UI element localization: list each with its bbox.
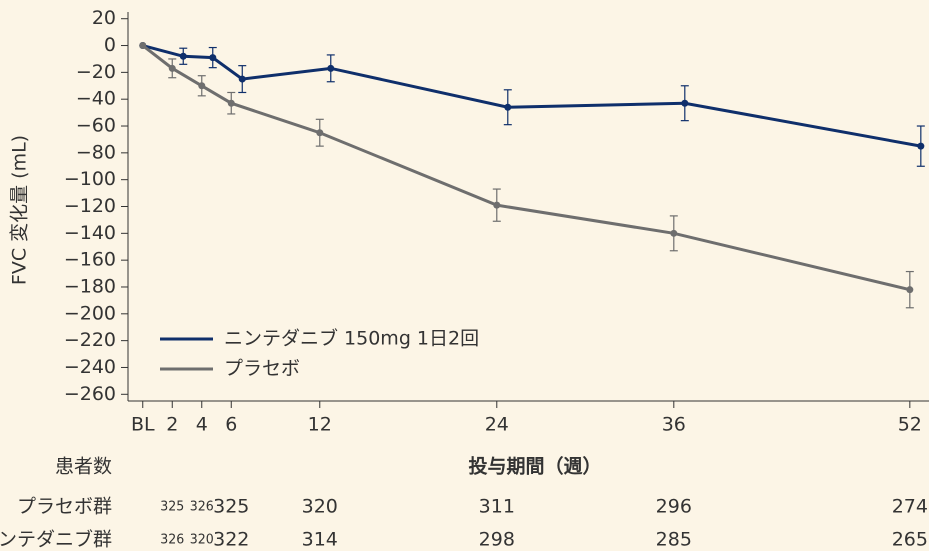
point bbox=[316, 129, 324, 137]
point bbox=[327, 64, 335, 72]
point bbox=[168, 64, 176, 72]
patient-count: 326 bbox=[160, 533, 184, 548]
y-tick-label: −260 bbox=[64, 383, 116, 405]
point bbox=[906, 286, 914, 294]
y-tick-label: −60 bbox=[76, 115, 116, 137]
x-tick-label: 12 bbox=[308, 414, 332, 436]
patient-count: 325 bbox=[160, 500, 184, 515]
point bbox=[493, 201, 501, 209]
y-tick-label: −200 bbox=[64, 302, 116, 324]
legend-label: ニンテダニブ 150mg 1日2回 bbox=[224, 327, 479, 350]
point bbox=[198, 82, 206, 90]
point bbox=[670, 229, 678, 237]
patients-row-label: プラセボ群 bbox=[17, 496, 112, 518]
y-tick-label: −20 bbox=[76, 61, 116, 83]
y-tick-label: −180 bbox=[64, 275, 116, 297]
patient-count: 285 bbox=[656, 529, 692, 551]
patient-count: 274 bbox=[892, 496, 928, 518]
x-tick-label: 4 bbox=[196, 414, 208, 436]
patient-count: 322 bbox=[213, 529, 249, 551]
x-tick-label: 6 bbox=[225, 414, 237, 436]
series-line bbox=[141, 44, 911, 292]
x-tick-label: 36 bbox=[662, 414, 686, 436]
x-tick-label: 24 bbox=[485, 414, 509, 436]
y-tick-label: −240 bbox=[64, 356, 116, 378]
y-tick-label: 20 bbox=[92, 7, 116, 29]
legend-label: プラセボ bbox=[224, 358, 300, 380]
patient-count: 314 bbox=[302, 529, 338, 551]
y-tick-label: −80 bbox=[76, 141, 116, 163]
patient-count: 311 bbox=[479, 496, 515, 518]
patients-row-label: ニンテダニブ群 bbox=[0, 528, 112, 551]
point bbox=[917, 142, 925, 150]
patient-count: 325 bbox=[213, 496, 249, 518]
x-tick-label: BL bbox=[131, 414, 155, 436]
point bbox=[227, 99, 235, 107]
y-tick-label: −120 bbox=[64, 195, 116, 217]
patient-count: 296 bbox=[656, 496, 692, 518]
x-tick-label: 52 bbox=[898, 414, 922, 436]
point bbox=[238, 75, 246, 83]
patient-count: 265 bbox=[892, 529, 928, 551]
y-axis-title: FVC 変化量 (mL) bbox=[9, 135, 31, 285]
patient-count: 298 bbox=[479, 529, 515, 551]
patient-count: 320 bbox=[302, 496, 338, 518]
point bbox=[504, 103, 512, 111]
y-tick-label: 0 bbox=[104, 34, 116, 56]
y-tick-label: −100 bbox=[64, 168, 116, 190]
series-line bbox=[142, 44, 922, 148]
point bbox=[139, 42, 147, 50]
y-tick-label: −160 bbox=[64, 249, 116, 271]
point bbox=[179, 52, 187, 60]
y-tick-label: −140 bbox=[64, 222, 116, 244]
x-axis-title: 投与期間（週） bbox=[468, 455, 601, 478]
patients-title: 患者数 bbox=[55, 456, 112, 478]
y-tick-label: −40 bbox=[76, 88, 116, 110]
x-tick-label: 2 bbox=[166, 414, 178, 436]
patient-count: 320 bbox=[190, 533, 214, 548]
patient-count: 326 bbox=[190, 500, 214, 515]
point bbox=[681, 99, 689, 107]
point bbox=[209, 54, 217, 62]
y-tick-label: −220 bbox=[64, 329, 116, 351]
